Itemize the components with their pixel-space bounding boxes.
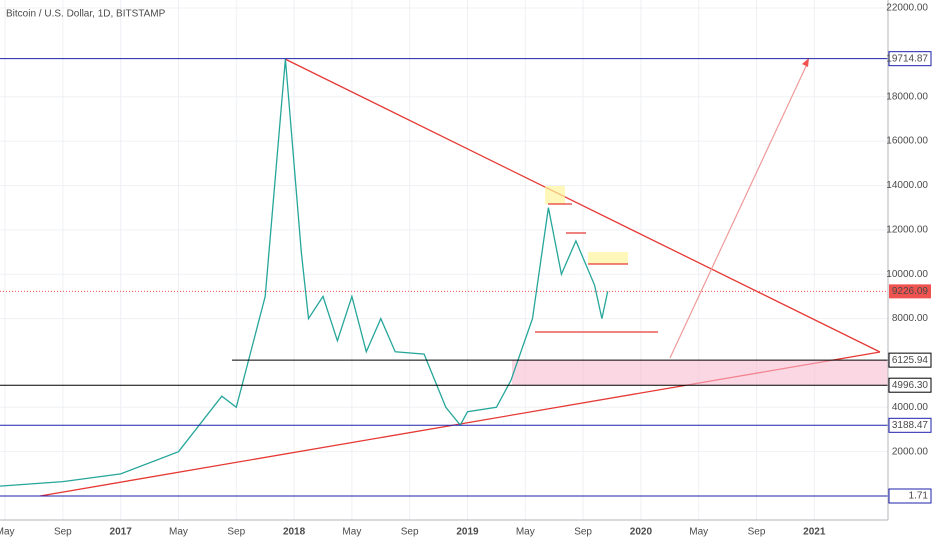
price-axis-bg xyxy=(888,0,932,550)
x-tick-label: 2019 xyxy=(456,527,479,538)
arrow-head xyxy=(802,58,809,67)
x-tick-label: 2021 xyxy=(803,527,826,538)
level-tag xyxy=(888,377,932,393)
x-tick-label: May xyxy=(0,527,15,538)
y-tick-label: 8000.00 xyxy=(892,313,929,324)
x-tick-label: May xyxy=(169,527,188,538)
y-tick-label: 12000.00 xyxy=(886,224,928,235)
y-tick-label: 22000.00 xyxy=(886,3,928,14)
level-tag xyxy=(888,51,932,67)
grid xyxy=(0,0,888,520)
y-tick-label: 18000.00 xyxy=(886,91,928,102)
y-tick-label: 10000.00 xyxy=(886,269,928,280)
last-price-tag xyxy=(889,284,931,299)
drawings xyxy=(39,58,881,497)
price-line xyxy=(0,58,609,487)
level-tag-label: 1.71 xyxy=(909,491,929,502)
level-tag-label: 19714.87 xyxy=(886,53,928,64)
last-price-label: 9226.09 xyxy=(892,286,929,297)
level-tag-label: 3188.47 xyxy=(892,420,929,431)
x-tick-label: Sep xyxy=(748,527,766,538)
zone xyxy=(512,360,888,386)
x-tick-label: 2020 xyxy=(630,527,653,538)
x-tick-label: Sep xyxy=(54,527,72,538)
x-tick-label: May xyxy=(689,527,708,538)
x-tick-label: Sep xyxy=(227,527,245,538)
y-tick-label: 2000.00 xyxy=(892,446,929,457)
x-tick-label: Sep xyxy=(401,527,419,538)
plot xyxy=(0,58,888,497)
y-tick-label: 14000.00 xyxy=(886,180,928,191)
y-tick-label: 16000.00 xyxy=(886,136,928,147)
arrow xyxy=(669,61,809,359)
highlight xyxy=(545,186,565,204)
level-tag xyxy=(888,352,932,368)
y-tick-label: 4000.00 xyxy=(892,402,929,413)
highlight xyxy=(588,252,628,264)
level-tag xyxy=(888,417,932,433)
x-tick-label: 2018 xyxy=(283,527,306,538)
trend-line xyxy=(284,58,881,353)
level-tag-label: 6125.94 xyxy=(892,355,929,366)
level-tag-label: 4996.30 xyxy=(892,380,929,391)
chart-title: Bitcoin / U.S. Dollar, 1D, BITSTAMP xyxy=(6,9,166,20)
level-tag xyxy=(888,488,932,504)
x-tick-label: May xyxy=(342,527,361,538)
x-tick-label: 2017 xyxy=(110,527,133,538)
x-tick-label: May xyxy=(516,527,535,538)
x-tick-label: Sep xyxy=(574,527,592,538)
